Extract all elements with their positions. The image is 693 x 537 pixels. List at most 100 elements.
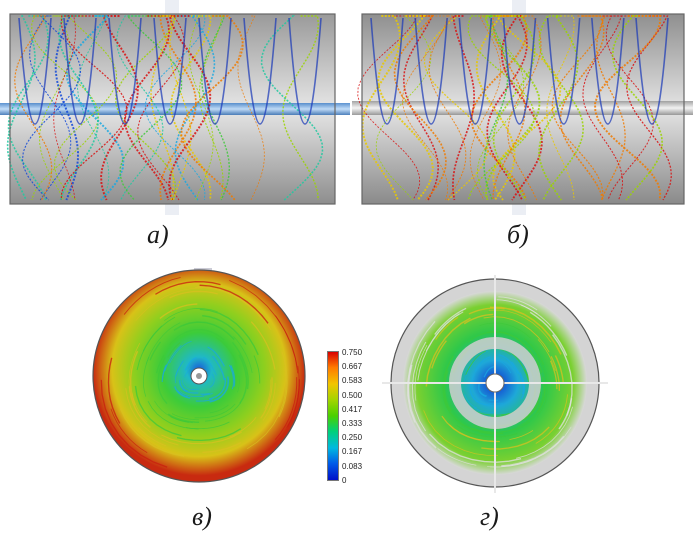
streamline — [107, 357, 121, 424]
trajectory — [402, 15, 449, 201]
caption-b: б) — [507, 220, 529, 249]
trajectory — [237, 15, 265, 201]
trajectory — [53, 15, 76, 201]
streamline — [509, 430, 534, 440]
streamline — [498, 296, 538, 311]
streamline — [429, 433, 522, 463]
color-scale-bar — [327, 351, 339, 481]
streamline — [475, 359, 484, 370]
streamline — [145, 322, 181, 365]
streamline — [524, 338, 545, 366]
streamline — [479, 390, 487, 397]
streamline — [483, 365, 496, 378]
trajectory — [159, 15, 197, 201]
streamline — [125, 388, 179, 446]
streamline — [417, 311, 464, 381]
streamline — [205, 402, 242, 422]
trajectory — [180, 15, 244, 201]
streamline — [536, 385, 546, 414]
streamline — [558, 398, 573, 430]
trajectory — [14, 15, 53, 201]
trajectory — [452, 15, 476, 201]
trajectory — [423, 15, 489, 201]
streamline — [162, 364, 168, 380]
trajectory — [538, 15, 585, 201]
spiral-loop — [108, 17, 142, 125]
streamline — [250, 321, 276, 370]
trajectory — [477, 15, 525, 201]
streamline — [164, 345, 182, 372]
streamline — [260, 377, 273, 419]
streamline — [501, 435, 565, 467]
spiral-loop — [502, 17, 537, 125]
spiral-loop — [591, 17, 625, 125]
streamline — [550, 356, 560, 391]
streamline — [286, 365, 300, 429]
trajectory — [361, 15, 402, 201]
streamline — [465, 350, 486, 376]
streamline — [496, 299, 538, 315]
trajectory — [475, 15, 516, 201]
streamline — [169, 331, 188, 345]
legend-label: 0.583 — [342, 376, 363, 386]
streamline — [195, 286, 263, 320]
spiral-loop — [243, 17, 277, 125]
trajectory — [201, 15, 231, 201]
streamline — [246, 367, 287, 450]
legend-label: 0.333 — [342, 419, 363, 428]
streamline — [471, 421, 531, 433]
trajectory — [170, 15, 212, 201]
streamline — [176, 428, 242, 442]
streamline — [407, 321, 436, 423]
trajectory — [198, 15, 224, 201]
streamline — [493, 359, 512, 374]
streamline — [536, 362, 544, 409]
streamline — [423, 410, 499, 456]
streamline — [157, 357, 168, 405]
streamline — [184, 357, 197, 371]
flow-streamlines — [100, 276, 300, 468]
trajectory — [492, 15, 526, 201]
streamline — [110, 408, 148, 454]
legend-label: 0.167 — [342, 447, 363, 457]
streamline — [554, 355, 565, 384]
trajectory — [39, 15, 71, 201]
streamline — [194, 403, 236, 419]
spiral-loop — [414, 17, 448, 125]
streamline — [253, 355, 261, 384]
trajectory — [377, 15, 434, 201]
streamline — [231, 341, 249, 390]
streamline — [199, 308, 259, 356]
streamline — [463, 313, 494, 325]
spiral-loop — [198, 17, 232, 125]
streamline — [197, 285, 272, 331]
trajectory — [393, 15, 447, 201]
spiral-loop — [546, 17, 581, 125]
spiral-loop — [288, 17, 322, 125]
streamline — [128, 343, 143, 420]
streamline — [274, 377, 298, 440]
streamline — [483, 316, 550, 353]
legend-label: 0.667 — [342, 362, 363, 372]
streamline — [155, 281, 221, 295]
spiral-loop — [370, 17, 404, 125]
trajectory — [483, 15, 509, 201]
spiral-loop — [635, 17, 669, 125]
streamline — [434, 307, 467, 335]
trajectory — [546, 15, 575, 201]
streamline — [161, 431, 242, 445]
legend-label: 0.750 — [342, 348, 363, 357]
streamline — [203, 356, 217, 376]
streamline — [536, 354, 548, 417]
streamline — [238, 354, 248, 404]
streamline — [182, 388, 199, 394]
streamline — [233, 336, 253, 373]
streamline — [209, 376, 230, 403]
streamline — [488, 309, 552, 343]
trajectory — [486, 15, 528, 201]
trajectory — [611, 15, 664, 201]
streamline — [229, 416, 257, 438]
spiral-loop — [18, 17, 52, 125]
streamline — [464, 350, 488, 382]
streamline — [156, 354, 165, 374]
